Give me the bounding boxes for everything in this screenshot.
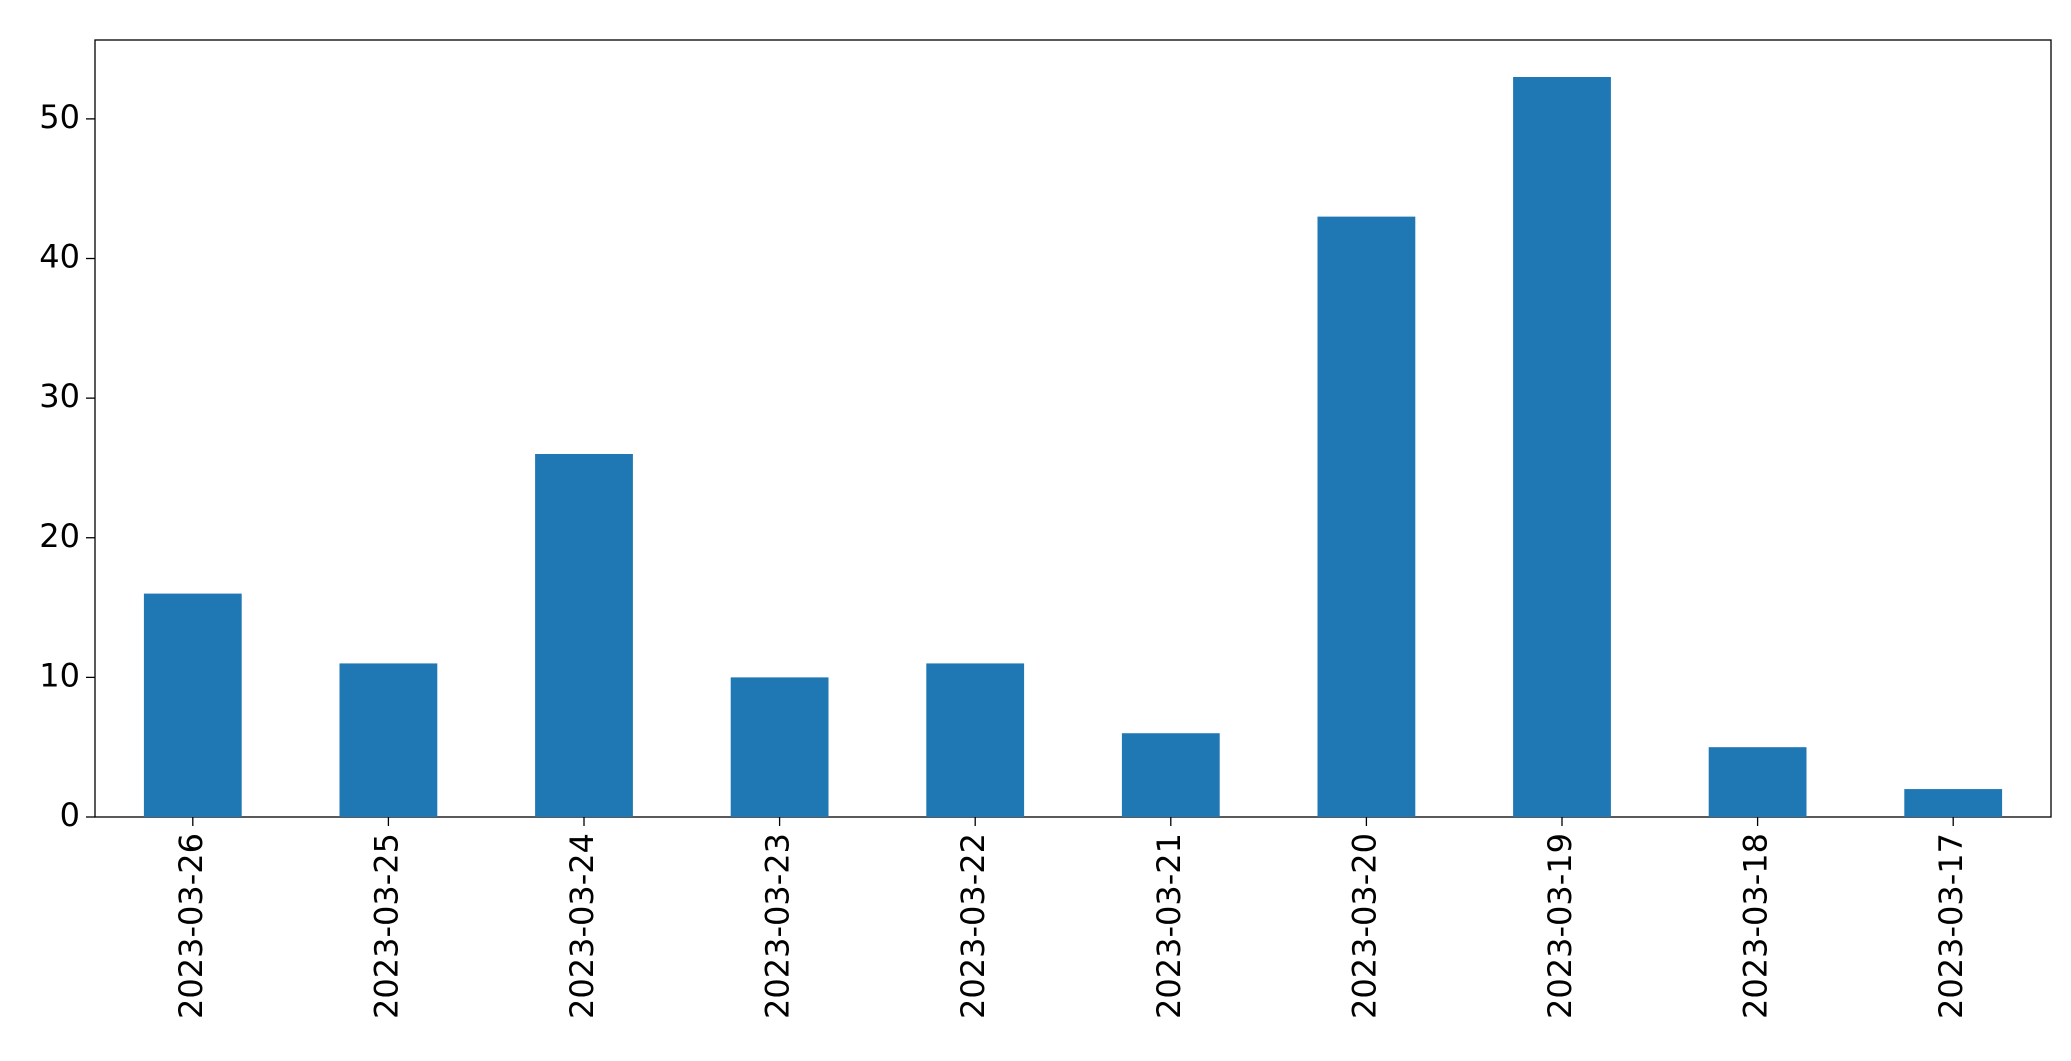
x-tick-label: 2023-03-18 [1737, 833, 1775, 1019]
x-tick-label: 2023-03-25 [367, 833, 405, 1019]
y-tick-label: 40 [39, 238, 80, 276]
bar [1904, 789, 2003, 817]
y-tick-label: 0 [60, 796, 80, 834]
y-tick-label: 10 [39, 656, 80, 694]
x-tick-label: 2023-03-26 [172, 833, 210, 1019]
x-tick-label: 2023-03-23 [759, 833, 797, 1019]
x-tick-label: 2023-03-20 [1345, 833, 1383, 1019]
x-tick-label: 2023-03-19 [1541, 833, 1579, 1019]
bar [339, 663, 438, 817]
y-tick-label: 20 [39, 517, 80, 555]
bar [1121, 733, 1220, 817]
bar [730, 677, 829, 817]
x-tick-label: 2023-03-17 [1932, 833, 1970, 1019]
y-tick-label: 30 [39, 377, 80, 415]
plot-frame [94, 39, 2052, 818]
x-tick-label: 2023-03-21 [1150, 833, 1188, 1019]
bar [1708, 747, 1807, 817]
y-tick-label: 50 [39, 98, 80, 136]
x-tick-label: 2023-03-24 [563, 833, 601, 1019]
bar [143, 593, 242, 817]
bar [535, 453, 633, 817]
bar [926, 663, 1025, 817]
bar [1513, 77, 1611, 817]
x-tick-label: 2023-03-22 [954, 833, 992, 1019]
bar [1317, 216, 1416, 818]
